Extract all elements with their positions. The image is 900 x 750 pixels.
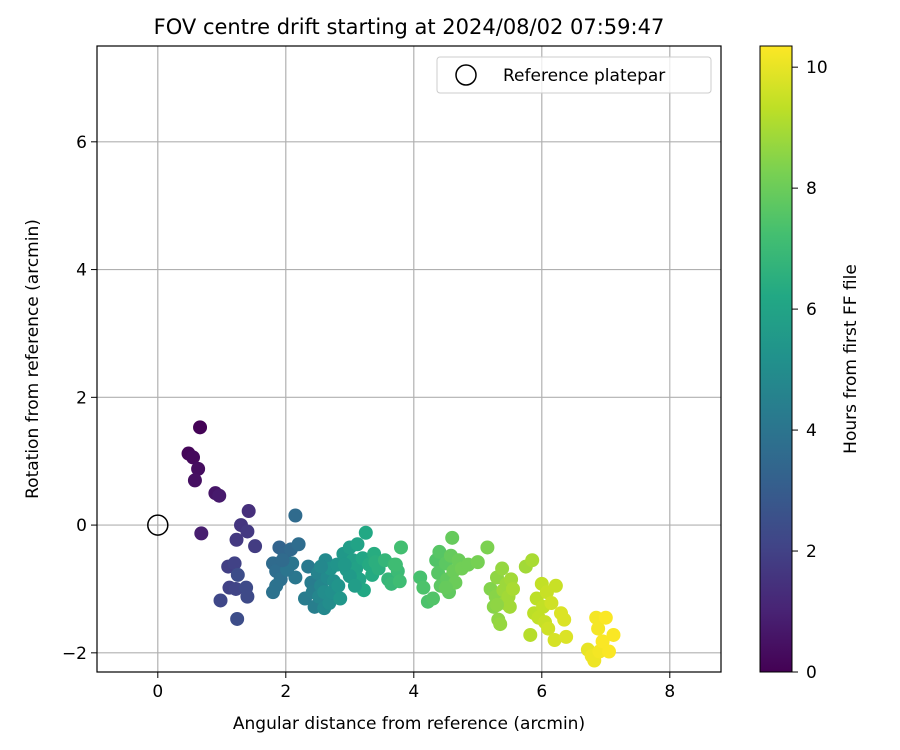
data-point [595,634,610,649]
colorbar-gradient [759,45,793,673]
data-point [598,610,613,625]
data-point [191,461,206,476]
data-point [490,597,504,612]
legend-box [436,56,712,94]
y-tick-label: 4 [76,261,87,281]
data-point [227,556,242,571]
reference-marker-layer [147,514,169,536]
data-point [557,612,572,627]
legend-label: Reference platepar [503,66,665,86]
data-point [416,580,431,595]
data-point [288,508,303,523]
data-point [523,627,538,642]
data-point [187,473,202,488]
data-point [230,611,245,626]
y-axis-ticks: −2 0 2 4 6 [62,133,97,664]
plot-frame [96,45,722,673]
data-point [248,539,263,554]
data-point [333,591,348,606]
data-point [347,578,362,593]
y-tick-label: 0 [76,516,87,536]
data-point [445,530,460,545]
legend-reference-marker [455,64,477,86]
data-point [388,557,403,572]
grid-lines [97,46,721,672]
data-point [350,537,365,552]
data-point [438,580,453,595]
data-point [337,557,352,572]
data-point [589,610,604,625]
colorbar-tick-label: 2 [806,542,817,562]
data-point [194,526,209,541]
y-axis-label: Rotation from reference (arcmin) [23,219,43,499]
data-point [394,540,408,555]
colorbar-tick-label: 6 [806,300,817,320]
chart-title: FOV centre drift starting at 2024/08/02 … [154,15,665,39]
data-point [606,627,621,642]
data-point [230,567,245,582]
data-point [559,629,574,644]
data-point [470,555,485,570]
colorbar-tick-label: 8 [806,179,817,199]
colorbar-tick-label: 4 [806,421,817,441]
data-point [544,596,559,611]
data-point [426,591,440,606]
data-point [314,559,328,574]
colorbar-tick-label: 0 [806,663,817,683]
data-point [331,578,346,593]
x-tick-label: 6 [536,682,547,702]
data-point [392,574,407,589]
data-point [591,621,606,636]
data-points [181,420,621,668]
y-tick-label: 6 [76,133,87,153]
data-point [266,585,280,600]
colorbar-ticks: 0 2 4 6 8 10 [792,58,828,683]
data-point [541,621,556,636]
data-point [547,633,562,648]
data-point [548,578,563,593]
data-point [275,553,290,568]
data-point [506,581,520,596]
x-tick-label: 2 [280,682,291,702]
data-point [322,596,337,611]
x-axis-ticks: 0 2 4 6 8 [152,672,675,702]
data-point [186,450,200,465]
reference-platepar-marker [147,514,169,536]
x-tick-label: 8 [664,682,675,702]
data-point [493,617,508,632]
data-point [502,599,517,614]
x-axis-label: Angular distance from reference (arcmin) [233,714,585,734]
colorbar-label: Hours from first FF file [841,264,861,454]
data-point [480,540,495,555]
colorbar: 0 2 4 6 8 10 Hours from first FF file [759,45,861,683]
data-point [228,581,243,596]
y-tick-label: 2 [76,388,87,408]
legend: Reference platepar [436,56,712,94]
colorbar-tick-label: 10 [806,58,828,78]
data-point [291,537,306,552]
data-point [525,553,540,568]
data-point [358,525,373,540]
data-point [193,420,208,435]
x-tick-label: 0 [152,682,163,702]
x-tick-label: 4 [408,682,419,702]
y-tick-label: −2 [62,644,87,664]
data-point [240,524,255,539]
data-point [240,589,255,604]
data-point [241,504,256,519]
data-point [495,561,510,576]
data-point [212,488,227,503]
data-point [213,593,228,608]
data-point [432,544,447,559]
data-point [229,532,244,547]
data-point [602,644,616,659]
